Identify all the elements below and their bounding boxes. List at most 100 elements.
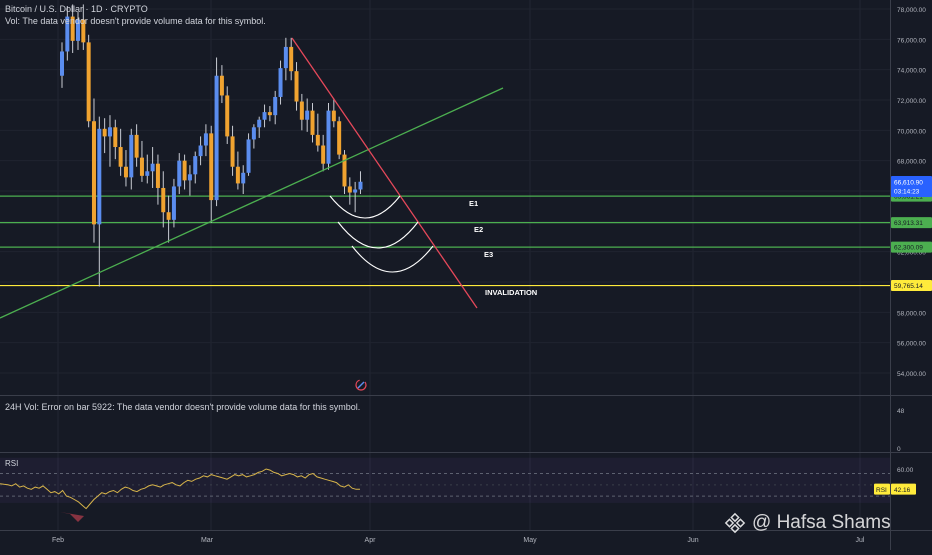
candle-body <box>177 160 182 187</box>
candle-body <box>182 160 187 181</box>
candle-body <box>86 42 91 122</box>
watermark-text: @ Hafsa Shams <box>752 512 891 533</box>
support-trendline <box>0 87 504 319</box>
price-level-badge-text: 59,765.14 <box>894 283 923 290</box>
rsi-pane <box>0 457 890 522</box>
candle-body <box>353 189 358 193</box>
last-price-text: 66,610.90 <box>894 180 923 187</box>
trend-lines <box>0 37 504 319</box>
candle-body <box>81 19 86 43</box>
candle-body <box>155 163 160 188</box>
rsi-line <box>0 468 361 510</box>
candle-body <box>331 110 336 122</box>
candle-body <box>75 19 80 41</box>
price-tick-label: 62,000.00 <box>897 250 926 257</box>
entry-zone-arc <box>337 221 419 249</box>
candle-body <box>214 75 219 201</box>
price-tick-label: 58,000.00 <box>897 310 926 317</box>
candle-body <box>139 157 144 176</box>
price-tick-label: 54,000.00 <box>897 371 926 378</box>
volume-tick-label: 0 <box>897 446 901 453</box>
price-badges: 65,661.21 63,913.31 62,300.09 59,765.14 66,6… <box>874 176 932 495</box>
replay-icon <box>355 379 367 391</box>
candle-body <box>246 139 251 173</box>
overlay-label: E1 <box>469 199 478 208</box>
candle-body <box>102 128 107 137</box>
rsi-oversold-fill <box>60 512 84 522</box>
candle-body <box>107 127 112 137</box>
candle-body <box>267 112 272 116</box>
candle-body <box>70 16 75 41</box>
price-tick-label: 76,000.00 <box>897 37 926 44</box>
grid-lines <box>57 0 861 530</box>
candle-body <box>241 172 246 184</box>
volume-tick-label: 48 <box>897 408 905 415</box>
entry-zone-arc <box>329 195 401 219</box>
entry-arcs <box>329 195 434 273</box>
candle-body <box>97 128 102 225</box>
price-tick-label: 72,000.00 <box>897 98 926 105</box>
candle-body <box>171 186 176 220</box>
time-tick-label: May <box>523 537 537 544</box>
horizontal-levels <box>0 195 890 287</box>
rsi-value-badge <box>891 483 916 495</box>
candle-body <box>337 121 342 155</box>
candle-body <box>310 110 315 135</box>
candle-body <box>347 186 352 193</box>
binance-logo-icon <box>724 512 746 534</box>
candle-body <box>262 112 267 120</box>
price-tick-label: 56,000.00 <box>897 341 926 348</box>
price-tick-label: 68,000.00 <box>897 159 926 166</box>
replay-circle <box>355 379 367 391</box>
candle-body <box>225 95 230 137</box>
candle-body <box>198 145 203 157</box>
candle-body <box>289 46 294 72</box>
volume-note: Vol: The data vendor doesn't provide vol… <box>5 16 266 26</box>
candle-body <box>203 133 208 146</box>
rsi-legend[interactable]: RSI <box>5 459 19 468</box>
candle-body <box>123 166 128 178</box>
candle-body <box>65 16 70 52</box>
candle-body <box>230 136 235 167</box>
candle-body <box>118 147 123 167</box>
overlay-label: INVALIDATION <box>485 288 537 297</box>
rsi-tick-label: 60.00 <box>897 467 914 474</box>
watermark: @ Hafsa Shams <box>724 512 891 534</box>
time-tick-label: Mar <box>201 537 214 544</box>
price-level-badge-text: 63,913.31 <box>894 220 923 227</box>
volume-24h-note: 24H Vol: Error on bar 5922: The data ven… <box>5 402 361 412</box>
rsi-band <box>0 457 890 503</box>
candle-body <box>273 96 278 116</box>
price-tick-label: 74,000.00 <box>897 68 926 75</box>
time-axis: Feb Mar Apr May Jun Jul <box>52 537 865 544</box>
candle-body <box>187 174 192 181</box>
candle-body <box>60 51 64 76</box>
candle-series <box>60 4 363 287</box>
last-price-badge <box>891 176 932 197</box>
overlay-labels: E1 E2 E3 INVALIDATION <box>469 199 537 297</box>
candle-body <box>326 110 331 164</box>
candle-body <box>342 154 347 187</box>
candle-body <box>235 166 240 184</box>
price-tick-label: 70,000.00 <box>897 128 926 135</box>
candle-body <box>161 187 166 213</box>
candle-body <box>294 71 299 102</box>
countdown-text: 03:14:23 <box>894 189 920 196</box>
price-level-badge <box>891 241 932 253</box>
candle-body <box>358 181 363 190</box>
candle-body <box>113 127 118 148</box>
time-tick-label: Feb <box>52 537 64 544</box>
time-tick-label: Apr <box>365 537 377 544</box>
candle-body <box>166 212 171 220</box>
price-level-badge <box>891 217 932 229</box>
rsi-name-badge <box>874 483 890 495</box>
candle-body <box>219 75 224 96</box>
candle-body <box>299 101 304 120</box>
time-tick-label: Jun <box>687 537 698 544</box>
rsi-value-badge-text: 42.16 <box>894 487 911 494</box>
candle-body <box>257 119 262 128</box>
candle-body <box>283 46 288 69</box>
symbol-legend[interactable]: Bitcoin / U.S. Dollar · 1D · CRYPTO <box>5 4 148 14</box>
